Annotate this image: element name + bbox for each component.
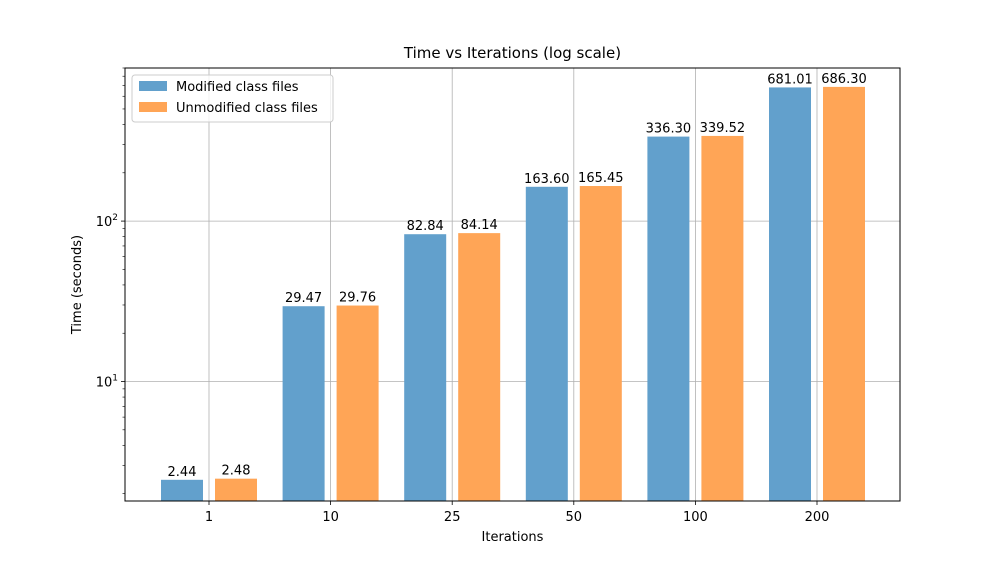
plot-frame [124, 67, 901, 502]
bar-value-label: 681.01 [767, 72, 813, 87]
bar-value-label: 2.48 [222, 464, 251, 479]
bar-value-label: 29.76 [339, 291, 376, 306]
bar-modified [161, 479, 203, 501]
legend-box [131, 74, 334, 123]
y-tick-label: 101 [96, 374, 118, 391]
bars-layer [161, 86, 865, 502]
bar-value-label: 163.60 [524, 172, 570, 187]
chart-title: Time vs Iterations (log scale) [403, 44, 621, 62]
bar-modified [647, 136, 690, 501]
bar-modified [769, 87, 811, 501]
y-axis-label: Time (seconds) [70, 235, 85, 335]
bar-unmodified [458, 233, 501, 501]
legend-label-modified: Modified class files [176, 80, 299, 95]
x-tick-label: 1 [205, 510, 213, 525]
bar-value-label: 339.52 [700, 121, 746, 136]
bar-value-label: 29.47 [285, 291, 322, 306]
bar-unmodified [215, 478, 257, 501]
bar-labels-layer: 2.44 29.47 82.84 163.60 336.30 681.01 2.48 29.7… [168, 72, 867, 480]
x-axis-label: Iterations [482, 530, 544, 545]
legend: Modified class files Unmodified class fi… [131, 74, 334, 123]
bar-value-label: 82.84 [407, 219, 444, 234]
bar-unmodified [336, 305, 379, 501]
y-tick-label: 102 [96, 213, 118, 230]
ticks-layer: 1 10 25 50 100 200 101 102 [96, 67, 830, 525]
legend-swatch-unmodified [139, 102, 167, 112]
bar-value-label: 2.44 [168, 465, 197, 480]
bar-unmodified [823, 86, 865, 502]
legend-swatch-modified [139, 81, 167, 91]
bar-value-label: 84.14 [461, 218, 498, 233]
x-tick-label: 50 [566, 510, 583, 525]
bar-value-label: 336.30 [646, 122, 692, 137]
bar-value-label: 165.45 [578, 171, 624, 186]
bar-modified [525, 186, 568, 501]
bar-unmodified [701, 135, 744, 501]
x-tick-label: 25 [444, 510, 461, 525]
bar-modified [404, 234, 447, 501]
bar-unmodified [579, 186, 622, 501]
bar-modified [282, 306, 325, 501]
bar-value-label: 686.30 [821, 72, 867, 87]
x-tick-label: 200 [805, 510, 830, 525]
x-tick-label: 100 [683, 510, 708, 525]
x-tick-label: 10 [322, 510, 339, 525]
legend-label-unmodified: Unmodified class files [176, 101, 318, 116]
